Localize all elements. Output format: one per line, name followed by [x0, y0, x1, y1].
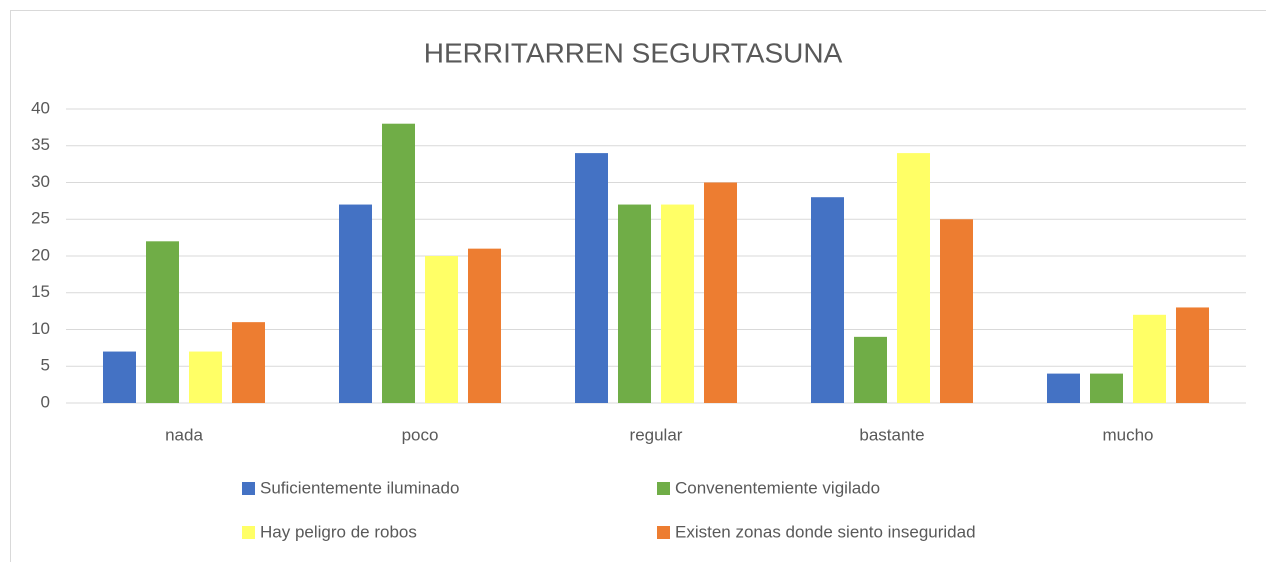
bar [811, 197, 844, 403]
y-tick-label: 5 [41, 356, 50, 375]
legend-swatch [657, 526, 670, 539]
bar [704, 182, 737, 403]
y-tick-label: 25 [31, 209, 50, 228]
bar [339, 204, 372, 403]
legend-swatch [657, 482, 670, 495]
bar [854, 336, 887, 403]
bar [103, 351, 136, 403]
bar [897, 153, 930, 403]
legend-label: Existen zonas donde siento inseguridad [675, 522, 976, 541]
x-tick-label: regular [630, 425, 683, 444]
bar [575, 153, 608, 403]
x-tick-label: mucho [1102, 425, 1153, 444]
legend-label: Suficientemente iluminado [260, 478, 459, 497]
y-tick-label: 40 [31, 98, 50, 117]
chart-border [10, 10, 1266, 562]
y-tick-label: 0 [41, 392, 50, 411]
bar [146, 241, 179, 403]
y-tick-label: 35 [31, 135, 50, 154]
y-tick-label: 15 [31, 282, 50, 301]
bar [468, 248, 501, 403]
y-tick-label: 30 [31, 172, 50, 191]
legend-label: Convenentemiente vigilado [675, 478, 880, 497]
bar [425, 256, 458, 403]
bar [189, 351, 222, 403]
x-tick-label: nada [165, 425, 203, 444]
bar [940, 219, 973, 403]
legend-label: Hay peligro de robos [260, 522, 417, 541]
bar [1133, 314, 1166, 403]
chart-title: HERRITARREN SEGURTASUNA [424, 37, 843, 68]
y-tick-label: 10 [31, 319, 50, 338]
bar [232, 322, 265, 403]
x-tick-label: bastante [859, 425, 924, 444]
bar [1176, 307, 1209, 403]
y-tick-label: 20 [31, 245, 50, 264]
bar [1090, 373, 1123, 403]
x-tick-label: poco [402, 425, 439, 444]
bar [661, 204, 694, 403]
bar [1047, 373, 1080, 403]
bar [382, 123, 415, 403]
legend-swatch [242, 482, 255, 495]
bar [618, 204, 651, 403]
legend-swatch [242, 526, 255, 539]
